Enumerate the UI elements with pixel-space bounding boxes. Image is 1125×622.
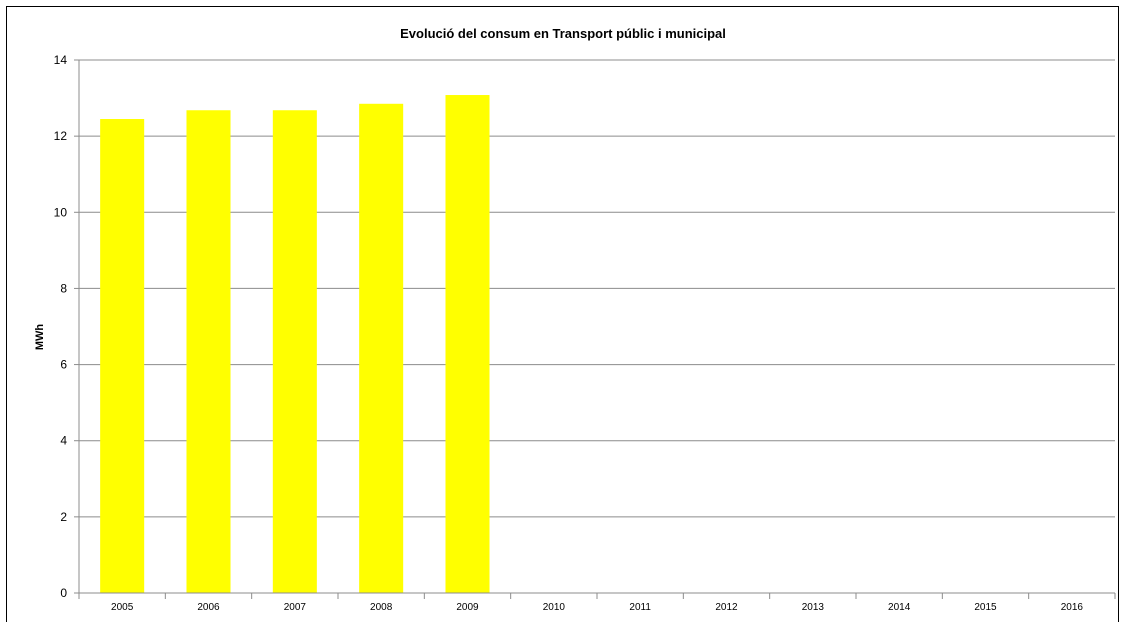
- y-tick-labels: 0 2 4 6 8 10 12 14: [54, 53, 68, 600]
- x-tick-label: 2009: [456, 602, 479, 613]
- x-tick-label: 2013: [802, 602, 825, 613]
- x-tick-label: 2005: [111, 602, 134, 613]
- x-tick-label: 2006: [197, 602, 220, 613]
- bar-2005: [100, 119, 144, 593]
- x-tick-label: 2014: [888, 602, 911, 613]
- x-tick-labels: 2005 2006 2007 2008 2009 2010 2011 2012 2013 2014…: [111, 602, 1083, 613]
- bar-2006: [186, 110, 230, 593]
- x-tick-label: 2007: [284, 602, 307, 613]
- gridlines: [79, 60, 1115, 517]
- bar-2009: [445, 95, 489, 593]
- y-tick-label: 14: [54, 53, 68, 67]
- y-axis-label: MWh: [34, 324, 46, 351]
- y-tick-label: 10: [54, 205, 68, 219]
- x-tick-label: 2016: [1061, 602, 1084, 613]
- x-tick-label: 2011: [629, 602, 651, 613]
- bar-2008: [359, 104, 403, 593]
- bar-2007: [273, 110, 317, 593]
- y-tick-label: 0: [60, 586, 67, 600]
- y-tick-label: 4: [60, 434, 67, 448]
- y-tick-label: 12: [54, 129, 68, 143]
- x-tick-label: 2015: [974, 602, 997, 613]
- chart-title: Evolució del consum en Transport públic …: [400, 26, 726, 41]
- bars: [100, 95, 489, 593]
- x-tick-label: 2008: [370, 602, 393, 613]
- x-tick-label: 2010: [543, 602, 566, 613]
- x-tick-label: 2012: [715, 602, 738, 613]
- y-tick-label: 6: [60, 358, 67, 372]
- y-tick-label: 2: [60, 510, 67, 524]
- y-tick-label: 8: [60, 281, 67, 295]
